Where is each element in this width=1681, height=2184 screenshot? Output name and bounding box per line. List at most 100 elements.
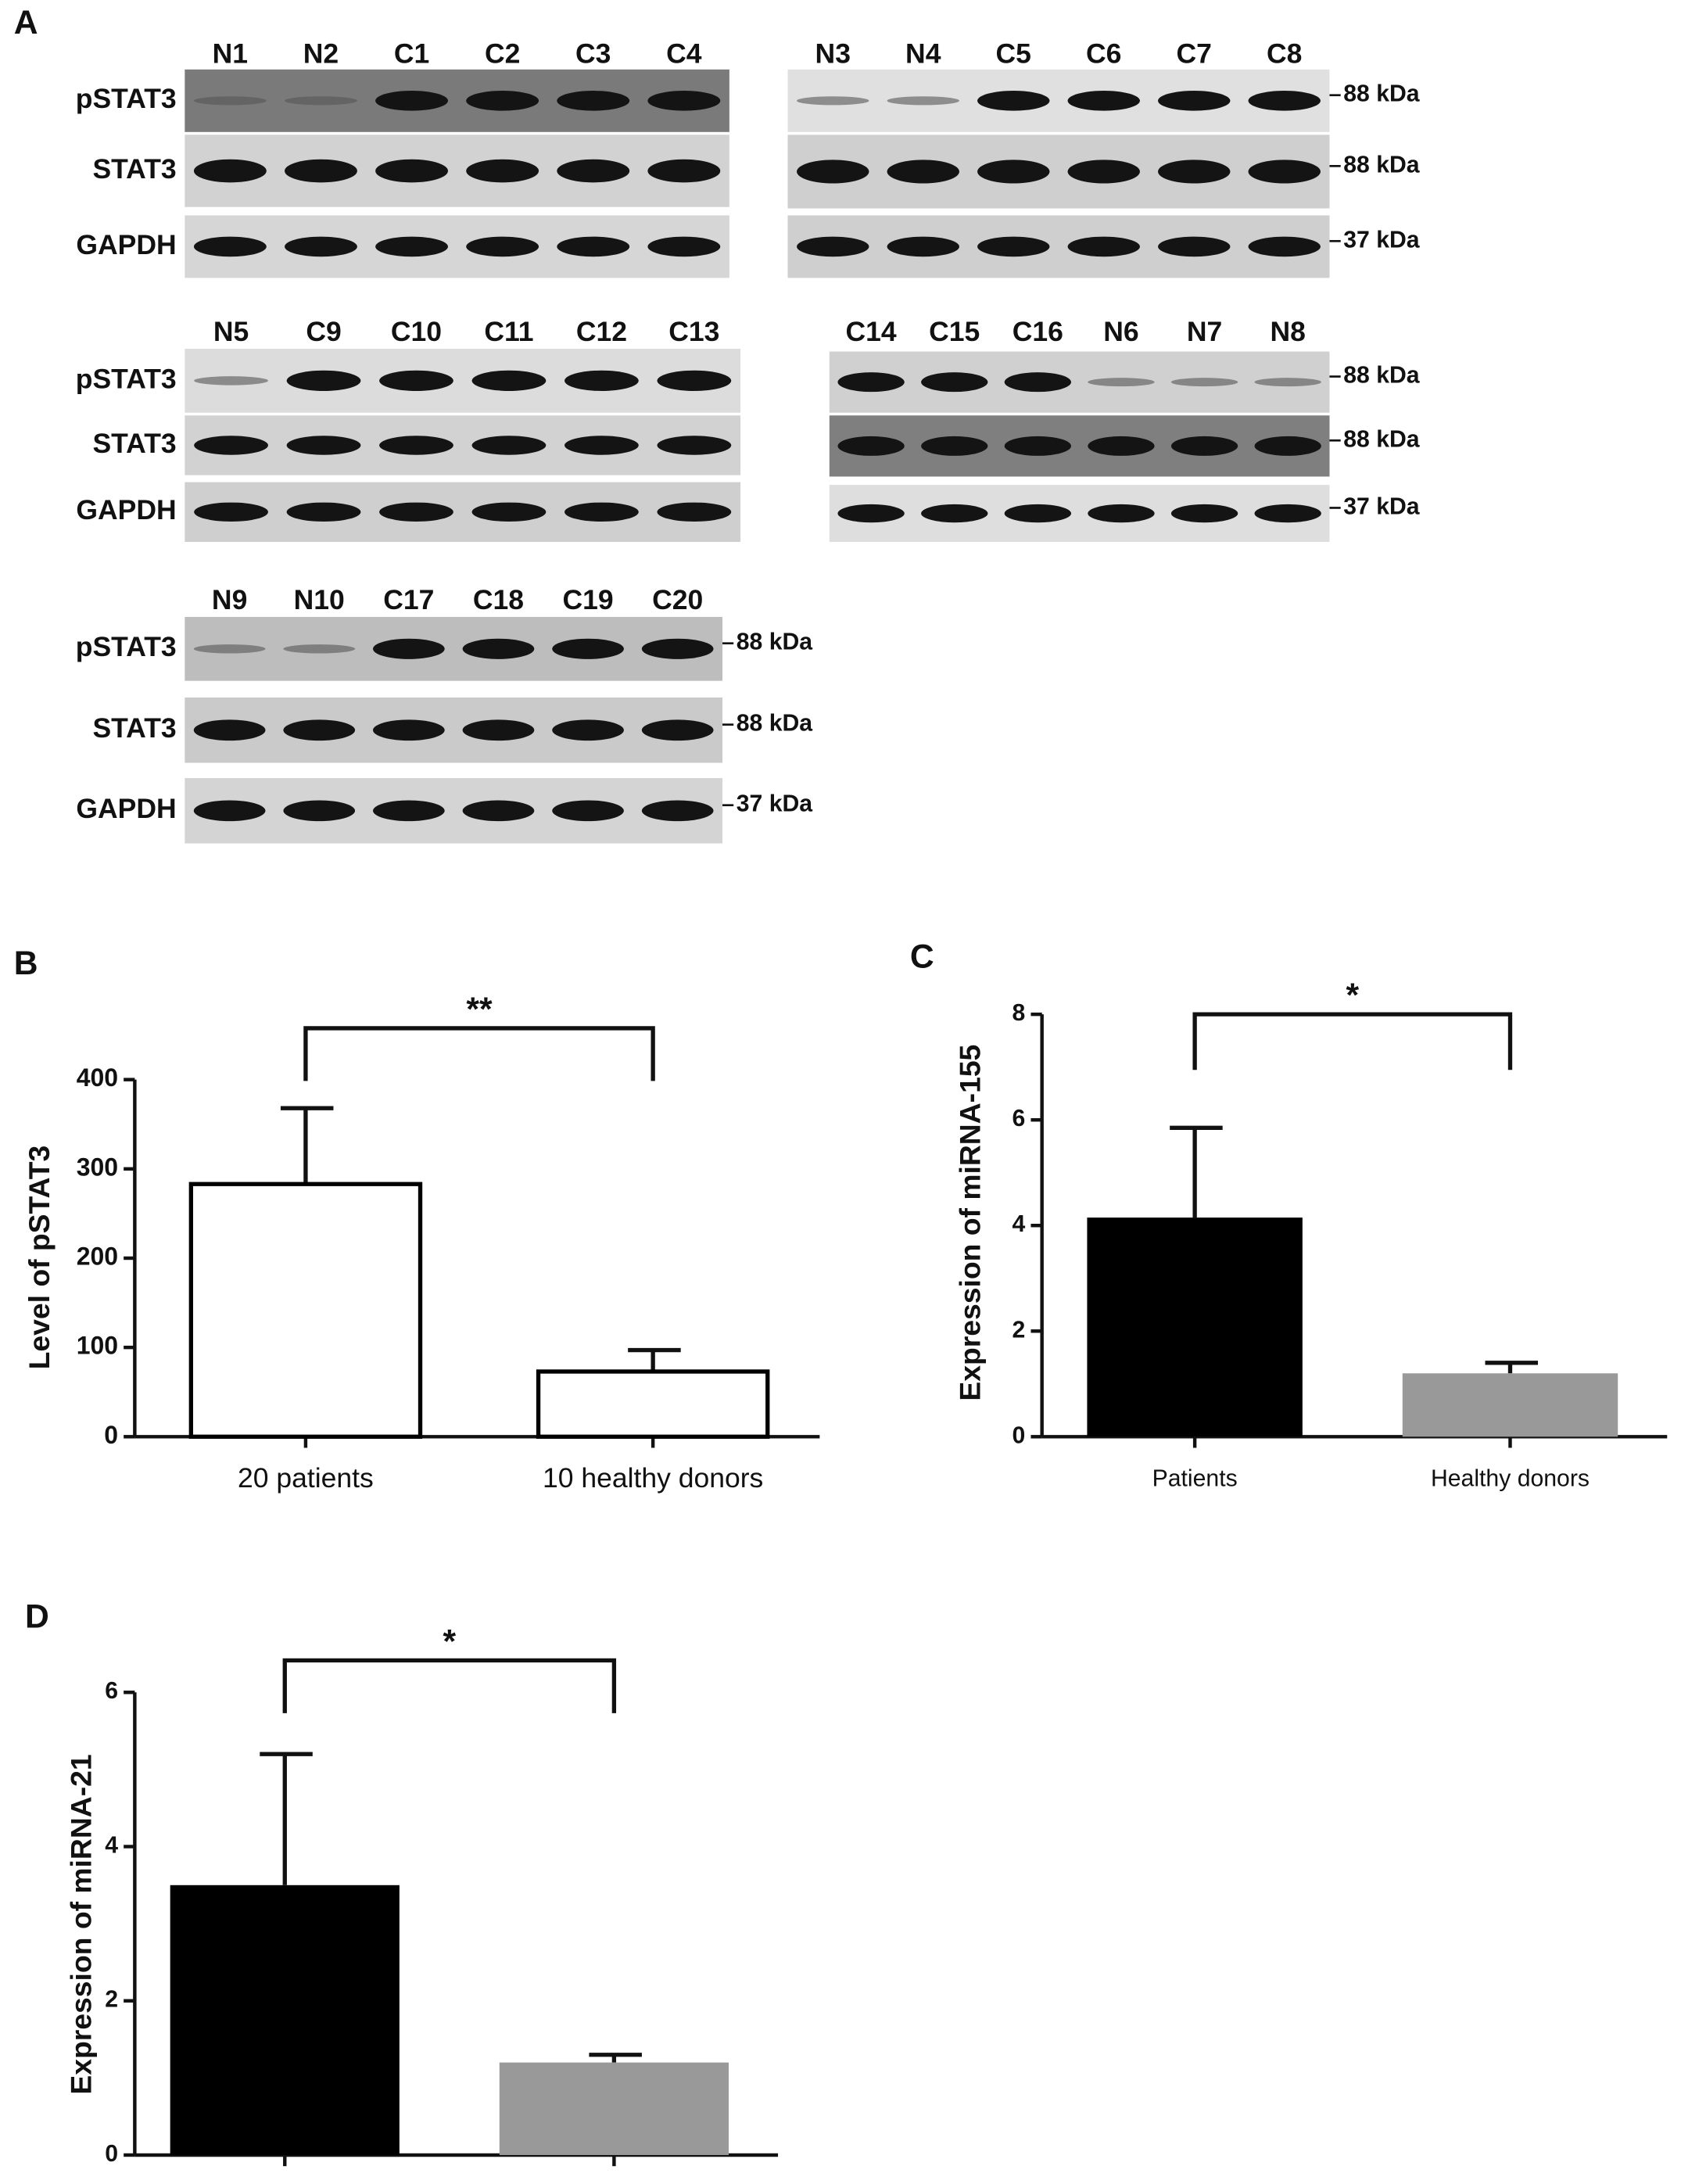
bar [170, 1885, 400, 2155]
lane-label: C19 [562, 584, 613, 615]
band [565, 502, 639, 522]
x-tick-label: Patients [242, 2181, 328, 2184]
band [887, 160, 959, 184]
band [797, 96, 869, 106]
panel-letter: D [25, 1598, 49, 1635]
y-tick-label: 0 [104, 1421, 118, 1449]
x-tick-label: 20 patients [238, 1462, 374, 1494]
band [373, 638, 445, 659]
y-tick-label: 0 [1013, 1422, 1026, 1448]
panel-letter: C [910, 938, 934, 975]
x-tick-label: Healthy donors [535, 2181, 694, 2184]
y-tick-label: 0 [105, 2141, 118, 2167]
lane-label: C5 [996, 38, 1031, 69]
band [797, 160, 869, 184]
band [647, 159, 721, 183]
band [194, 502, 268, 522]
band [641, 800, 714, 822]
band [1170, 378, 1238, 387]
band [641, 719, 714, 741]
band [1254, 378, 1321, 387]
blot-strip [185, 134, 729, 207]
lane-label: N3 [815, 38, 851, 69]
band [194, 436, 268, 455]
band [283, 644, 356, 654]
band [1170, 436, 1238, 456]
blot-strip [829, 485, 1330, 542]
row-label: pSTAT3 [76, 83, 177, 114]
lane-label: C4 [666, 38, 702, 69]
y-tick-label: 4 [105, 1832, 118, 1858]
significance-bracket [282, 1658, 617, 1713]
band [1248, 236, 1321, 257]
size-marker: 88 kDa [1343, 81, 1420, 107]
band [1158, 236, 1231, 257]
lane-label: C17 [383, 584, 434, 615]
blot-strip [185, 698, 722, 763]
lane-label: C11 [484, 316, 533, 347]
band [193, 644, 266, 654]
lane-label: C8 [1267, 38, 1302, 69]
band [977, 91, 1050, 111]
size-marker: 88 kDa [1343, 152, 1420, 178]
blot-strip [185, 482, 741, 542]
size-marker: 88 kDa [1343, 363, 1420, 389]
band [1158, 91, 1231, 111]
band [193, 96, 267, 106]
blot-strip [185, 349, 741, 413]
band [466, 236, 539, 257]
y-tick-label: 2 [105, 1987, 118, 2013]
band [1088, 504, 1155, 523]
band [285, 236, 357, 257]
blot-strip [829, 415, 1330, 477]
band [1170, 504, 1238, 523]
significance-bracket [1192, 1012, 1513, 1070]
band [471, 502, 547, 522]
lane-label: C12 [576, 316, 627, 347]
band [375, 159, 448, 183]
lane-label: C1 [394, 38, 429, 69]
band [657, 502, 732, 522]
band [193, 800, 266, 822]
band [283, 800, 356, 822]
bar [536, 1369, 770, 1439]
significance-label: ** [466, 991, 493, 1028]
size-marker: 88 kDa [737, 629, 813, 655]
band [193, 236, 267, 257]
size-marker: 37 kDa [737, 791, 813, 817]
lane-label: N1 [213, 38, 248, 69]
lane-label: N9 [212, 584, 247, 615]
band [887, 236, 959, 257]
y-tick-label: 6 [1013, 1106, 1026, 1131]
band [977, 160, 1050, 184]
blot-strip [829, 351, 1330, 413]
band [552, 719, 624, 741]
blot-strip [787, 134, 1330, 209]
lane-label: N6 [1103, 316, 1138, 347]
y-axis-label: Expression of miRNA-21 [64, 1754, 97, 2094]
band [921, 436, 988, 456]
band [286, 436, 361, 455]
y-tick-label: 6 [105, 1678, 118, 1704]
lane-label: N7 [1187, 316, 1222, 347]
size-marker: 37 kDa [1343, 227, 1420, 253]
band [471, 436, 547, 455]
row-label: STAT3 [92, 712, 176, 744]
band [375, 91, 448, 111]
band [1088, 378, 1155, 387]
row-label: pSTAT3 [76, 631, 177, 662]
band [552, 638, 624, 659]
significance-label: * [443, 1623, 457, 1660]
bar [1402, 1373, 1618, 1437]
band [552, 800, 624, 822]
band [557, 91, 630, 111]
blot-strip [185, 778, 722, 844]
blot-strip [185, 616, 722, 681]
y-tick-label: 8 [1013, 1000, 1026, 1026]
y-axis-label: Expression of miRNA-155 [954, 1045, 987, 1401]
band [193, 159, 267, 183]
x-tick-label: 10 healthy donors [543, 1462, 763, 1494]
x-tick-label: Healthy donors [1431, 1465, 1590, 1491]
band [557, 236, 630, 257]
